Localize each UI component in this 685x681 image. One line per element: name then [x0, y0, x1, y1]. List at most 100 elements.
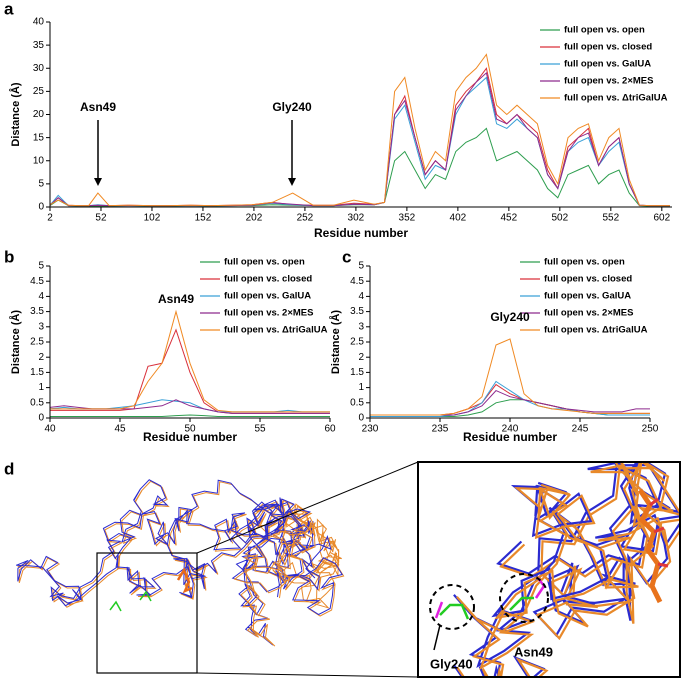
- y-tick-label: 1.5: [30, 367, 44, 378]
- residue: [139, 590, 152, 602]
- x-tick-label: 152: [195, 213, 212, 224]
- annotation: Gly240: [490, 310, 530, 324]
- x-tick-label: 240: [502, 424, 519, 435]
- x-tick-label: 245: [572, 424, 589, 435]
- x-axis-label: Residue number: [314, 226, 408, 240]
- x-tick-label: 302: [348, 213, 365, 224]
- annotation: Asn49: [80, 100, 116, 114]
- y-tick-label: 3: [358, 321, 364, 332]
- inset-frame: [417, 461, 681, 678]
- data-line: [49, 53, 670, 207]
- y-tick-label: 35: [33, 40, 45, 51]
- backbone: [499, 462, 680, 641]
- inset: [418, 462, 680, 677]
- legend-label: full open vs. 2×MES: [544, 308, 633, 319]
- legend-label: full open vs. GalUA: [564, 59, 651, 70]
- x-tick-label: 102: [144, 213, 161, 224]
- gly240: [439, 603, 470, 620]
- legend-label: full open vs. open: [544, 257, 625, 268]
- annotation: Asn49: [158, 292, 194, 306]
- annotation: Gly240: [272, 100, 312, 114]
- data-line: [370, 389, 650, 416]
- legend-label: full open vs. GalUA: [224, 291, 311, 302]
- ligand: [637, 488, 663, 604]
- highlight: [499, 573, 549, 623]
- x-tick-label: 55: [254, 424, 266, 435]
- legend-label: full open vs. open: [564, 25, 645, 36]
- x-tick-label: 202: [246, 213, 263, 224]
- y-tick-label: 3: [38, 321, 44, 332]
- data-line: [50, 328, 330, 414]
- arrow-head: [94, 178, 102, 186]
- x-tick-label: 230: [362, 424, 379, 435]
- data-line: [370, 399, 650, 417]
- x-tick-label: 452: [501, 213, 518, 224]
- x-tick-label: 402: [450, 213, 467, 224]
- x-tick-label: 2: [47, 213, 53, 224]
- y-tick-label: 5: [38, 179, 44, 190]
- y-tick-label: 1: [38, 382, 44, 393]
- data-line: [370, 338, 650, 416]
- legend-label: full open vs. ΔtriGalUA: [564, 93, 668, 104]
- residue-label: Asn49: [514, 644, 553, 659]
- y-tick-label: 15: [33, 132, 45, 143]
- residue-label: Gly240: [430, 656, 473, 671]
- x-tick-label: 252: [297, 213, 314, 224]
- x-tick-label: 45: [114, 424, 126, 435]
- legend-label: full open vs. closed: [564, 42, 652, 53]
- y-tick-label: 20: [33, 109, 45, 120]
- pointer: [433, 624, 441, 651]
- residue: [109, 600, 122, 612]
- y-axis-label: Distance (Å): [329, 310, 342, 375]
- zoom-line: [196, 672, 419, 678]
- backbone: [456, 483, 612, 677]
- y-axis-label: Distance (Å): [9, 310, 22, 375]
- x-tick-label: 40: [44, 424, 56, 435]
- y-tick-label: 2.5: [350, 337, 364, 348]
- ligand-o: [649, 497, 669, 568]
- y-tick-label: 3.5: [350, 306, 364, 317]
- legend-label: full open vs. 2×MES: [224, 308, 313, 319]
- panel-label: b: [4, 247, 14, 266]
- x-tick-label: 52: [95, 213, 107, 224]
- legend-label: full open vs. closed: [544, 274, 632, 285]
- ligand: [176, 567, 193, 594]
- data-line: [370, 380, 650, 417]
- y-tick-label: 1.5: [350, 367, 364, 378]
- x-tick-label: 502: [551, 213, 568, 224]
- inset-content: [418, 462, 680, 677]
- y-tick-label: 0: [38, 413, 44, 424]
- legend-label: full open vs. closed: [224, 274, 312, 285]
- x-tick-label: 60: [324, 424, 336, 435]
- panel-label: d: [4, 459, 14, 478]
- legend-label: full open vs. open: [224, 257, 305, 268]
- y-tick-label: 5: [358, 261, 364, 272]
- asn49: [509, 596, 534, 611]
- legend-label: full open vs. ΔtriGalUA: [544, 325, 648, 336]
- y-tick-label: 0: [38, 202, 44, 213]
- x-tick-label: 552: [602, 213, 619, 224]
- y-tick-label: 0.5: [350, 397, 364, 408]
- y-tick-label: 2.5: [30, 337, 44, 348]
- x-tick-label: 352: [399, 213, 416, 224]
- y-tick-label: 4.5: [350, 276, 364, 287]
- y-tick-label: 3.5: [30, 306, 44, 317]
- backbone: [233, 521, 316, 647]
- data-line: [49, 399, 330, 414]
- legend-label: full open vs. GalUA: [544, 291, 631, 302]
- panel-label: c: [342, 247, 351, 266]
- y-tick-label: 0: [358, 413, 364, 424]
- zoom-box: [96, 552, 198, 674]
- x-tick-label: 50: [184, 424, 196, 435]
- y-tick-label: 1: [358, 382, 364, 393]
- data-line: [50, 414, 330, 417]
- x-tick-label: 602: [653, 213, 670, 224]
- data-line: [50, 309, 330, 413]
- zoom-line: [196, 461, 419, 554]
- data-line: [49, 67, 670, 207]
- y-axis-label: Distance (Å): [9, 82, 22, 147]
- legend-label: full open vs. ΔtriGalUA: [224, 325, 328, 336]
- backbone: [16, 479, 343, 616]
- y-tick-label: 0.5: [30, 397, 44, 408]
